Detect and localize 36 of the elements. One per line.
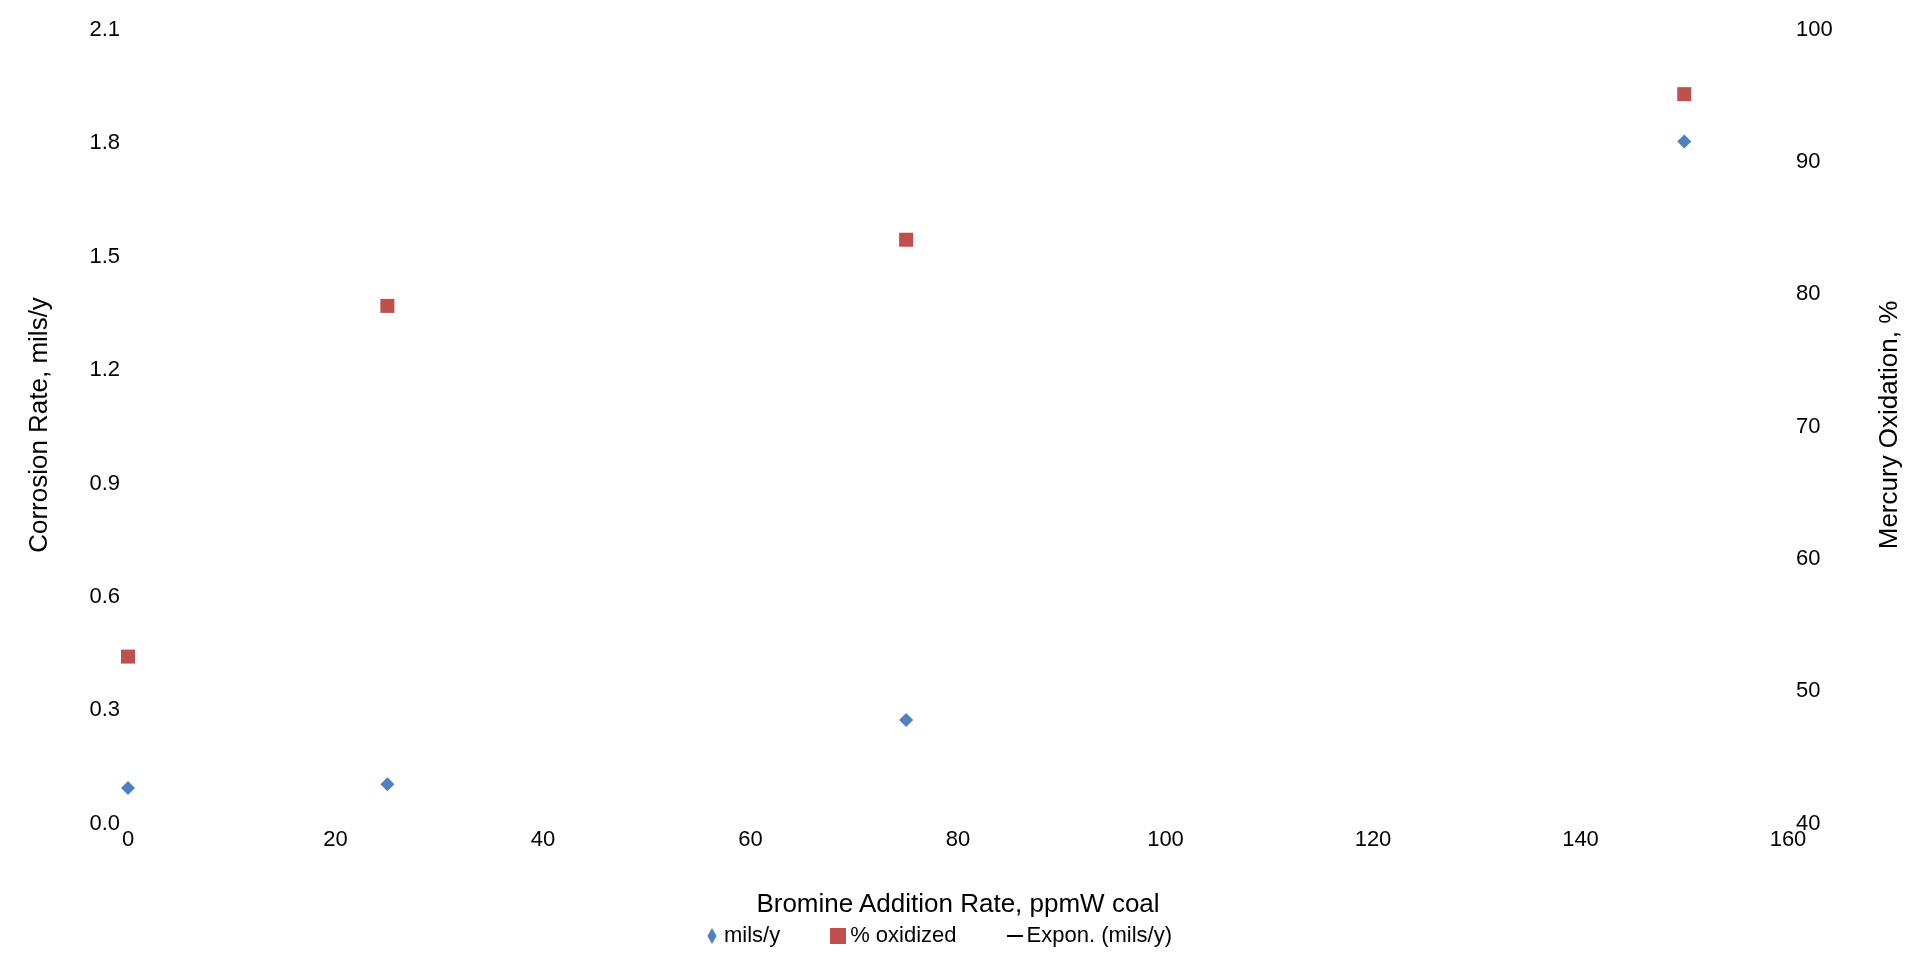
x-tick-label: 120 <box>1354 825 1392 851</box>
point <box>899 712 914 727</box>
y2-tick-label: 50 <box>1796 677 1821 703</box>
y-tick-label: 0.3 <box>89 696 120 722</box>
point <box>121 649 135 664</box>
y-tick-label: 2.1 <box>89 15 120 41</box>
x-tick-label: 20 <box>323 825 348 851</box>
y-tick-label: 1.8 <box>89 129 120 155</box>
point <box>899 232 914 247</box>
point <box>380 298 395 313</box>
y2-tick-label: 80 <box>1796 280 1821 306</box>
point <box>380 777 395 792</box>
y-tick-label: 0.6 <box>89 582 120 608</box>
y2-axis-title: Mercury Oxidation, % <box>1873 300 1904 550</box>
y2-tick-label: 100 <box>1796 15 1833 41</box>
y-tick-label: 1.2 <box>89 356 120 382</box>
legend-label: Expon. (mils/y) <box>1026 922 1173 947</box>
point <box>1677 134 1692 149</box>
y2-tick-label: 90 <box>1796 148 1821 174</box>
legend-label: % oxidized <box>850 922 957 947</box>
y-tick-label: 0.0 <box>89 809 120 835</box>
y-axis-title: Corrosion Rate, mils/y <box>23 297 54 553</box>
y-tick-label: 0.9 <box>89 469 120 495</box>
x-tick-label: 60 <box>738 825 763 851</box>
point <box>121 780 135 795</box>
y2-tick-label: 60 <box>1796 545 1821 571</box>
x-tick-label: 140 <box>1562 825 1599 851</box>
y-tick-label: 1.5 <box>89 242 120 268</box>
x-tick-label: 100 <box>1147 825 1184 851</box>
x-axis-title: Bromine Addition Rate, ppmW coal <box>756 888 1160 918</box>
point <box>1677 87 1692 102</box>
x-tick-label: 40 <box>530 825 556 851</box>
legend-label: mils/y <box>723 922 781 947</box>
x-tick-label: 0 <box>121 825 135 851</box>
y2-tick-label: 70 <box>1796 412 1821 438</box>
x-tick-label: 80 <box>945 825 971 851</box>
